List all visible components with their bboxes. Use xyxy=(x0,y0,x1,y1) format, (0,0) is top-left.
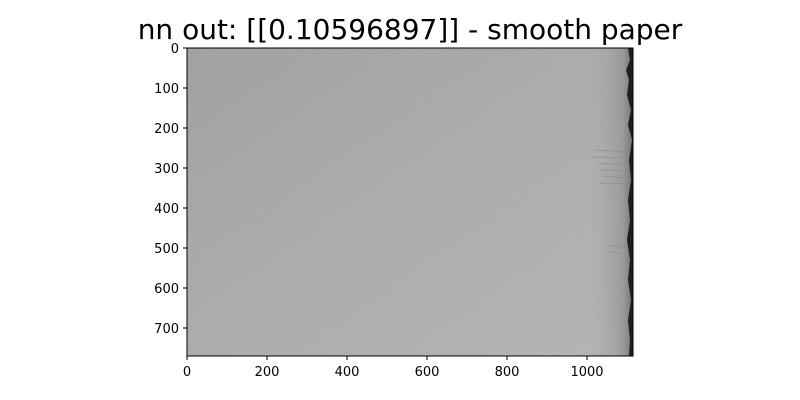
x-tick-label: 600 xyxy=(415,365,440,380)
axes-frame xyxy=(186,47,634,357)
x-tick-label: 200 xyxy=(255,365,280,380)
y-tick-label: 600 xyxy=(154,282,179,297)
figure-title: nn out: [[0.10596897]] - smooth paper xyxy=(137,13,683,46)
x-tick-label: 1000 xyxy=(570,365,603,380)
x-tick-label: 400 xyxy=(335,365,360,380)
y-tick-label: 400 xyxy=(154,202,179,217)
y-tick-label: 300 xyxy=(154,162,179,177)
y-tick-label: 100 xyxy=(154,82,179,97)
paper-image xyxy=(187,48,633,356)
y-tick-label: 0 xyxy=(171,42,179,57)
y-tick-label: 700 xyxy=(154,322,179,337)
paper-edge xyxy=(626,48,633,356)
x-tick-label: 800 xyxy=(495,365,520,380)
y-axis: 0 100 200 300 400 500 600 700 xyxy=(154,42,187,337)
y-tick-label: 200 xyxy=(154,122,179,137)
x-axis: 0 200 400 600 800 1000 xyxy=(183,356,604,380)
y-tick-label: 500 xyxy=(154,242,179,257)
x-tick-label: 0 xyxy=(183,365,191,380)
